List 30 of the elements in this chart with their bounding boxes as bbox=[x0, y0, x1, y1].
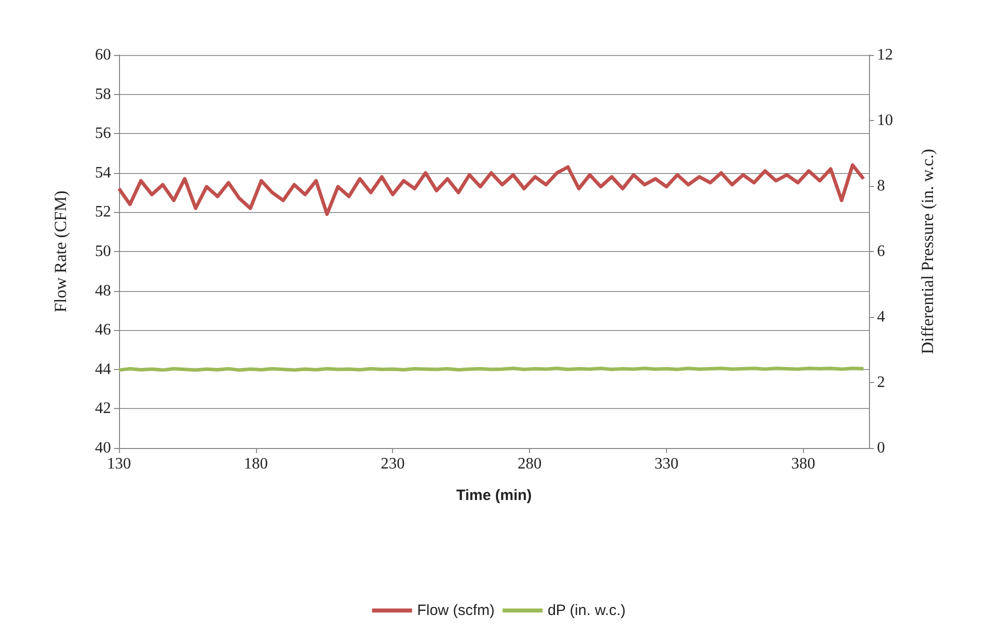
y2-axis-title: Differential Pressure (in. w.c.) bbox=[918, 148, 937, 354]
y-tick-label: 42 bbox=[95, 400, 111, 418]
y2-tick-label: 6 bbox=[877, 243, 885, 260]
x-tick-label: 280 bbox=[518, 456, 542, 472]
y2-tick-label: 2 bbox=[877, 374, 885, 391]
y-tick-label: 40 bbox=[95, 440, 111, 456]
y-tick-label: 52 bbox=[95, 204, 111, 221]
legend-label: Flow (scfm) bbox=[417, 602, 495, 619]
y2-tick-label: 0 bbox=[877, 440, 885, 456]
y-tick-label: 56 bbox=[95, 125, 111, 142]
x-tick-label: 380 bbox=[791, 456, 816, 472]
y-tick-label: 58 bbox=[95, 86, 111, 103]
y-tick-label: 54 bbox=[95, 164, 111, 182]
x-tick-label: 180 bbox=[244, 456, 268, 472]
y-tick-label: 48 bbox=[95, 282, 111, 300]
x-axis-title: Time (min) bbox=[456, 487, 532, 504]
y2-tick-label: 8 bbox=[877, 178, 885, 194]
y-tick-label: 50 bbox=[95, 243, 111, 260]
y-tick-label: 44 bbox=[95, 360, 111, 378]
y-tick-label: 46 bbox=[95, 322, 111, 339]
x-tick-label: 230 bbox=[380, 456, 405, 472]
line-series bbox=[117, 163, 866, 216]
x-tick-label: 330 bbox=[654, 456, 678, 472]
legend-label: dP (in. w.c.) bbox=[548, 602, 626, 619]
y-tick-label: 60 bbox=[95, 46, 111, 64]
y2-tick-label: 10 bbox=[877, 112, 893, 129]
y-axis-title: Flow Rate (CFM) bbox=[51, 190, 70, 312]
x-tick-label: 130 bbox=[107, 456, 131, 472]
y2-tick-label: 12 bbox=[877, 46, 893, 64]
y2-tick-label: 4 bbox=[877, 308, 885, 326]
